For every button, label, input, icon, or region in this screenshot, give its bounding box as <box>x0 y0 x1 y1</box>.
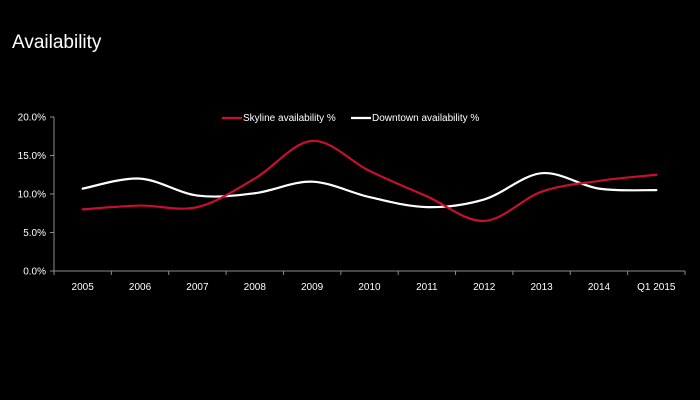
x-tick-label: 2012 <box>473 282 496 293</box>
x-tick-label: 2013 <box>530 282 553 293</box>
x-tick-labels: 2005 2006 2007 2008 2009 2010 2011 2012 2013 2014… <box>72 282 676 293</box>
y-tick-label: 0.0% <box>23 267 46 278</box>
chart-series <box>81 139 658 223</box>
chart-axes <box>50 116 686 275</box>
x-tick-label: 2011 <box>416 282 438 293</box>
legend-label-downtown: Downtown availability % <box>372 113 479 124</box>
x-tick-label: 2005 <box>72 282 95 293</box>
x-tick-label: 2008 <box>244 282 267 293</box>
x-tick-label: 2010 <box>358 282 381 293</box>
y-tick-labels: 0.0% 5.0% 10.0% 15.0% 20.0% <box>18 113 46 278</box>
y-tick-label: 15.0% <box>18 151 46 162</box>
y-tick-label: 10.0% <box>18 190 46 201</box>
x-tick-label: 2006 <box>129 282 152 293</box>
x-tick-label: 2007 <box>186 282 209 293</box>
series-line-skyline <box>81 139 658 223</box>
x-tick-label: 2014 <box>588 282 611 293</box>
chart-legend: Skyline availability % Downtown availabil… <box>222 113 479 124</box>
x-tick-label: 2009 <box>301 282 324 293</box>
y-tick-label: 20.0% <box>18 113 46 124</box>
series-line-downtown <box>81 172 658 209</box>
x-tick-label: Q1 2015 <box>637 282 676 293</box>
y-tick-label: 5.0% <box>23 228 46 239</box>
page-title: Availability <box>12 32 102 53</box>
legend-label-skyline: Skyline availability % <box>243 113 336 124</box>
